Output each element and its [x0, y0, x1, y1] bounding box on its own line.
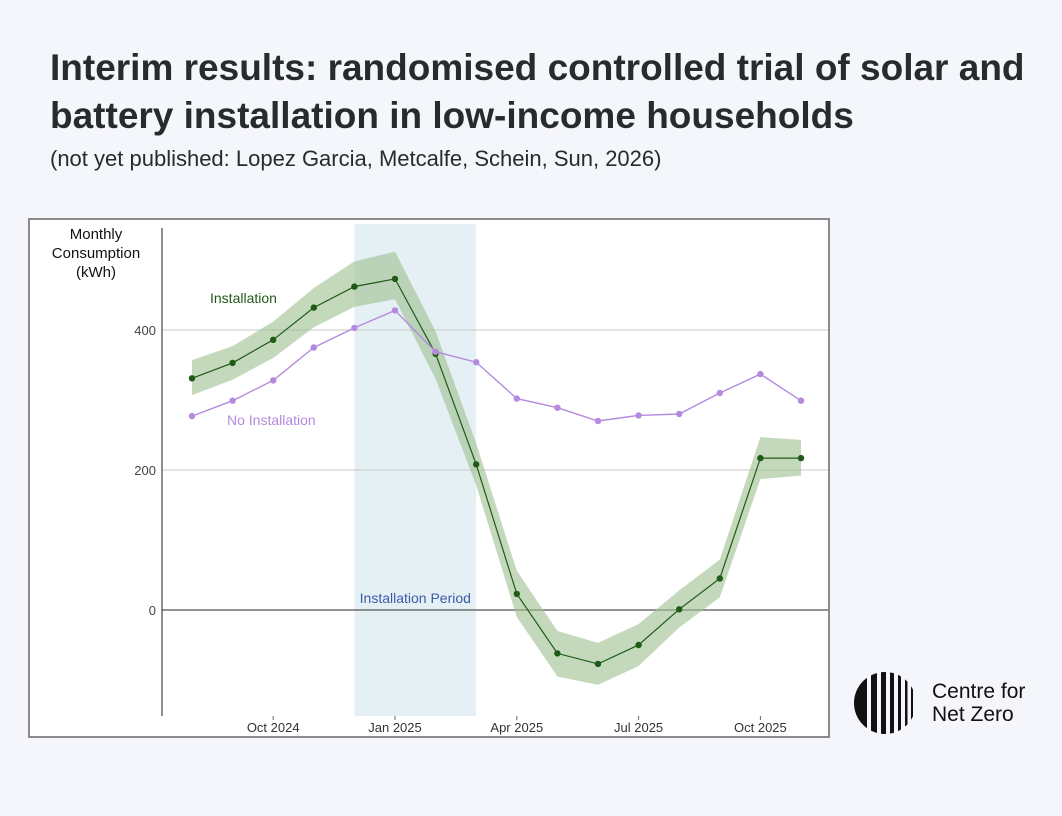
installation-point: [594, 660, 602, 668]
installation-point: [513, 590, 520, 598]
no-installation-point: [351, 324, 358, 332]
no-installation-point: [432, 348, 439, 355]
installation-point: [554, 650, 561, 657]
y-tick-label: 200: [134, 463, 156, 478]
logo-line-2: Net Zero: [932, 703, 1014, 726]
x-tick-label: Oct 2025: [734, 720, 787, 735]
no-installation-point: [676, 410, 683, 418]
no-installation-point: [797, 397, 805, 404]
no-installation-point: [635, 412, 642, 419]
installation-line: [191, 278, 801, 665]
no-installation-point: [513, 395, 520, 402]
no-installation-point: [757, 370, 764, 378]
installation-point: [229, 359, 236, 367]
no-installation-point: [554, 404, 561, 411]
logo-text: Centre for Net Zero: [932, 680, 1025, 726]
installation-confidence-band: [192, 251, 801, 685]
line-chart: 0 200 400 Monthly Consumption (kWh) Oct 2024 Ja…: [52, 224, 828, 735]
no-installation-point: [270, 377, 277, 384]
x-tick-label: Oct 2024: [247, 720, 300, 735]
no-installation-line: [191, 309, 802, 422]
no-installation-point: [716, 389, 723, 397]
centre-for-net-zero-logo-icon: [854, 672, 913, 734]
no-installation-point: [473, 359, 480, 366]
installation-period-label: Installation Period: [360, 590, 471, 606]
chart-frame: 0 200 400 Monthly Consumption (kWh) Oct 2024 Ja…: [28, 218, 830, 738]
y-tick-label: 400: [134, 323, 156, 338]
no-installation-point: [391, 307, 399, 314]
no-installation-point: [310, 344, 317, 351]
installation-point: [635, 641, 642, 649]
installation-point: [391, 275, 399, 283]
installation-point: [270, 336, 277, 343]
installation-point: [716, 575, 723, 582]
x-tick-label: Apr 2025: [490, 720, 543, 735]
installation-point: [188, 375, 196, 382]
x-tick-label: Jan 2025: [368, 720, 422, 735]
logo-line-1: Centre for: [932, 680, 1026, 703]
installation-point: [473, 461, 480, 468]
installation-point: [676, 606, 683, 613]
y-axis-label: (kWh): [76, 264, 116, 281]
installation-point: [310, 304, 317, 311]
y-axis-label: Consumption: [52, 245, 140, 262]
x-tick-label: Jul 2025: [614, 720, 663, 735]
no-installation-label: No Installation: [227, 412, 316, 428]
no-installation-point: [594, 417, 602, 425]
y-axis-label: Monthly: [70, 226, 123, 243]
installation-point: [757, 454, 764, 462]
chart-subtitle: (not yet published: Lopez Garcia, Metcal…: [50, 146, 662, 171]
installation-label: Installation: [210, 290, 277, 306]
installation-point: [797, 454, 805, 462]
no-installation-point: [188, 412, 196, 420]
installation-point: [351, 283, 358, 290]
chart-title: Interim results: randomised controlled t…: [50, 47, 1025, 136]
no-installation-point: [229, 397, 236, 404]
y-tick-label: 0: [149, 603, 156, 618]
